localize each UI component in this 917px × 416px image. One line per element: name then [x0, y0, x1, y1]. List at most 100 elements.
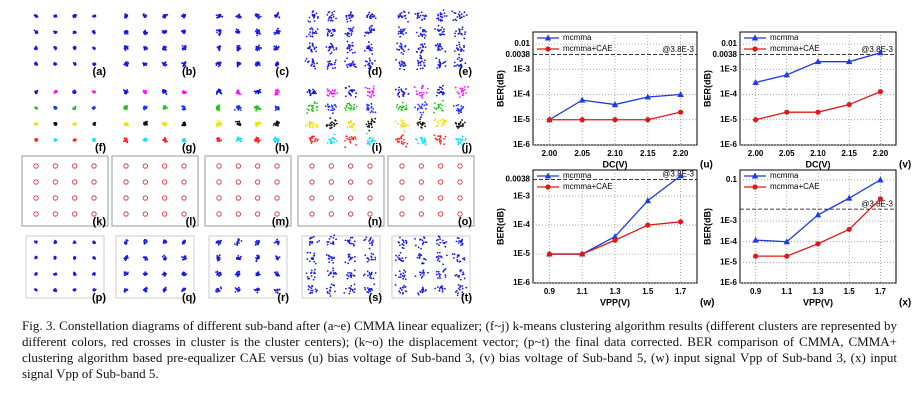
constellation-dot [313, 123, 316, 126]
constellation-dot [254, 14, 257, 17]
constellation-dot [402, 272, 405, 275]
constellation-dot [164, 91, 167, 94]
constellation-dot [368, 67, 370, 70]
constellation-point [235, 195, 241, 201]
constellation-panel: (i) [305, 85, 382, 154]
constellation-dot [237, 16, 240, 19]
constellation-dot [72, 47, 75, 49]
constellation-dot [367, 45, 370, 47]
constellation-dot [463, 44, 465, 47]
data-point [546, 251, 553, 257]
constellation-dot [348, 241, 351, 244]
constellation-point [216, 195, 222, 201]
constellation-dot [423, 65, 426, 67]
constellation-dot [443, 269, 445, 272]
constellation-dot [328, 124, 331, 126]
constellation-dot [405, 145, 408, 148]
constellation-dot [439, 65, 441, 68]
constellation-dot [419, 107, 422, 109]
panel-label: (c) [276, 66, 290, 78]
constellation-point [162, 179, 168, 185]
constellation-dot [442, 263, 444, 266]
constellation-dot [405, 240, 408, 243]
constellation-dot [363, 35, 366, 37]
constellation-dot [458, 30, 461, 33]
constellation-dot [181, 242, 184, 245]
constellation-dot [312, 104, 314, 107]
constellation-dot [93, 241, 96, 244]
constellation-dot [236, 122, 239, 125]
constellation-dot [215, 62, 218, 65]
constellation-dot [459, 87, 462, 90]
constellation-dot [307, 20, 310, 23]
constellation-dot [396, 48, 398, 51]
constellation-dot [335, 139, 338, 142]
constellation-dot [333, 125, 336, 127]
constellation-dot [457, 141, 460, 144]
constellation-dot [258, 124, 261, 126]
constellation-dot [349, 17, 351, 19]
constellation-dot [256, 13, 258, 16]
constellation-panel: (e) [395, 9, 472, 78]
constellation-dot [402, 48, 405, 51]
constellation-dot [277, 32, 280, 35]
constellation-point [33, 179, 39, 185]
y-tick-label: 1E-4 [513, 90, 530, 99]
constellation-dot [461, 242, 464, 245]
constellation-dot [437, 19, 440, 21]
constellation-dot [419, 54, 422, 57]
constellation-dot [350, 284, 353, 287]
constellation-dot [145, 137, 148, 140]
constellation-dot [372, 258, 374, 261]
constellation-dot [416, 256, 419, 259]
constellation-dot [441, 16, 444, 19]
constellation-dot [334, 66, 337, 69]
constellation-dot [330, 235, 332, 238]
constellation-dot [459, 138, 462, 141]
constellation-dot [127, 62, 130, 65]
threshold-label: @3.8E-3 [662, 169, 694, 178]
constellation-dot [364, 86, 367, 89]
constellation-dot [184, 107, 187, 110]
constellation-dot [366, 139, 369, 142]
plot-frame [739, 31, 897, 146]
constellation-dot [419, 33, 422, 36]
legend-label: mcmma [563, 33, 592, 42]
constellation-dot [403, 284, 406, 287]
constellation-dot [416, 68, 419, 71]
constellation-dot [315, 106, 318, 109]
constellation-dot [461, 285, 464, 287]
constellation-dot [344, 107, 347, 110]
constellation-dot [401, 286, 404, 289]
constellation-dot [419, 26, 422, 29]
constellation-dot [217, 124, 219, 127]
constellation-dot [465, 91, 467, 94]
constellation-dot [257, 257, 259, 260]
constellation-dot [407, 11, 410, 14]
constellation-dot [459, 141, 462, 144]
constellation-dot [368, 11, 371, 14]
constellation-dot [436, 251, 439, 254]
constellation-panel: (k) [21, 155, 109, 228]
constellation-point [52, 163, 58, 169]
panel-label: (g) [182, 142, 196, 154]
constellation-dot [444, 274, 447, 276]
constellation-dot [234, 243, 236, 246]
constellation-dot [218, 105, 221, 108]
constellation-dot [351, 288, 354, 291]
constellation-dot [351, 61, 354, 64]
constellation-dot [255, 109, 257, 112]
constellation-point [367, 195, 373, 201]
constellation-point [328, 179, 334, 185]
constellation-dot [146, 120, 148, 123]
constellation-dot [330, 51, 333, 54]
constellation-dot [217, 109, 220, 112]
constellation-dot [72, 288, 75, 291]
constellation-dot [422, 45, 425, 48]
constellation-dot [399, 276, 402, 279]
constellation-dot [74, 272, 77, 275]
constellation-dot [366, 270, 369, 273]
constellation-dot [401, 101, 404, 104]
constellation-dot [74, 46, 77, 49]
constellation-dot [397, 108, 400, 111]
